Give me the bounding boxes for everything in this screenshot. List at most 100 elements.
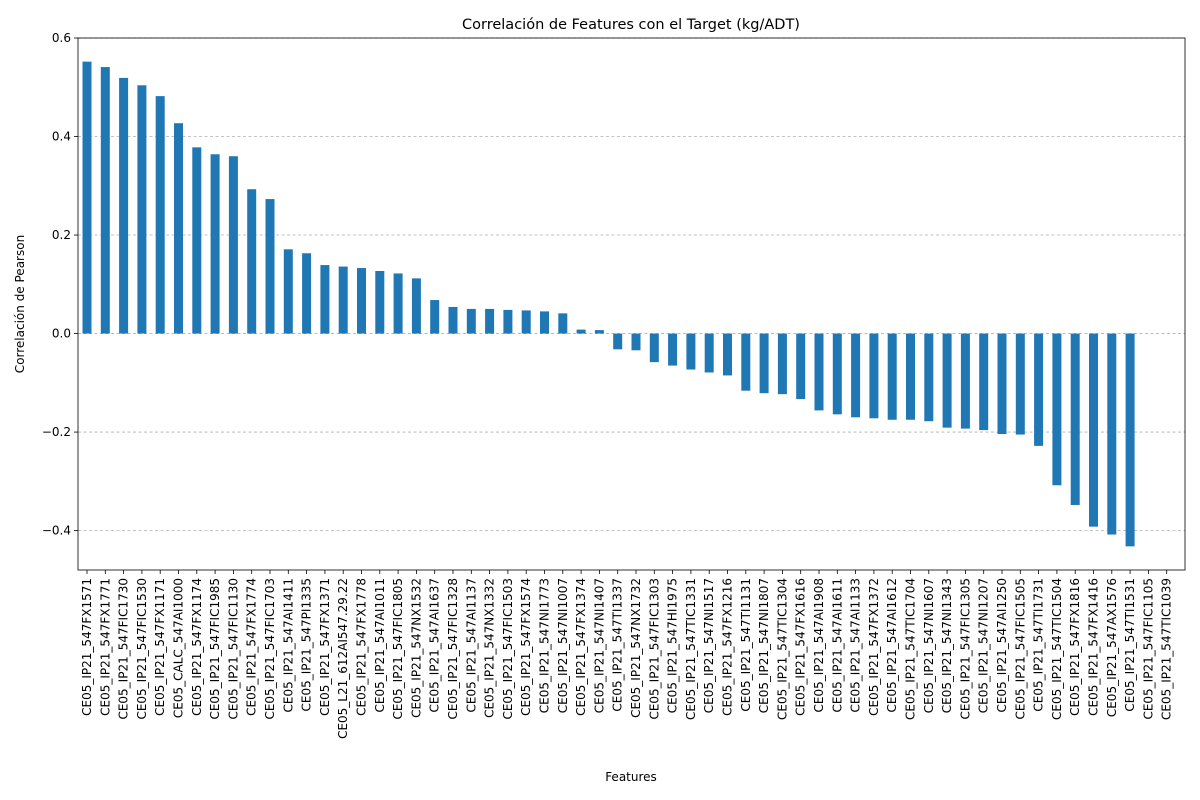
x-tick-label: CE05_IP21_547NI1807 bbox=[757, 578, 771, 713]
bar bbox=[192, 147, 202, 334]
y-tick-label: 0.6 bbox=[52, 31, 71, 45]
bar bbox=[155, 96, 165, 334]
bar bbox=[393, 273, 403, 334]
x-tick-label: CE05_IP21_547FX1616 bbox=[794, 578, 808, 716]
bar bbox=[704, 333, 714, 373]
bar bbox=[796, 333, 806, 400]
bar bbox=[174, 123, 183, 334]
x-tick-label: CE05_IP21_547TI1131 bbox=[739, 578, 753, 712]
x-axis-ticks: CE05_IP21_547FX1571 CE05_IP21_547FX1771 CE… bbox=[80, 570, 1174, 739]
bar bbox=[411, 278, 421, 334]
x-tick-label: CE05_IP21_547AX1576 bbox=[1105, 578, 1119, 717]
x-tick-label: CE05_IP21_547TIC1704 bbox=[904, 578, 918, 720]
x-tick-label: CE05_IP21_547AI1137 bbox=[464, 578, 478, 712]
x-tick-label: CE05_IP21_547FIC1328 bbox=[446, 578, 460, 720]
y-tick-label: −0.2 bbox=[42, 425, 71, 439]
x-tick-label: CE05_IP21_547FIC1305 bbox=[958, 578, 972, 720]
x-tick-label: CE05_IP21_547TIC1304 bbox=[775, 578, 789, 720]
bar bbox=[741, 333, 751, 391]
x-tick-label: CE05_IP21_547FX1416 bbox=[1087, 578, 1101, 716]
bar bbox=[686, 333, 696, 370]
bar bbox=[228, 156, 238, 334]
bar bbox=[1034, 333, 1044, 446]
bar bbox=[814, 333, 824, 411]
bar bbox=[100, 67, 110, 334]
x-tick-label: CE05_CALC_547AI1000 bbox=[172, 578, 186, 718]
bar bbox=[210, 154, 220, 334]
bar bbox=[924, 333, 934, 422]
bar bbox=[832, 333, 842, 415]
bar bbox=[613, 333, 623, 350]
bar bbox=[1107, 333, 1117, 535]
x-tick-label: CE05_IP21_547TIC1504 bbox=[1050, 578, 1064, 720]
bar bbox=[521, 310, 531, 334]
x-tick-label: CE05_IP21_547AI1612 bbox=[885, 578, 899, 712]
x-tick-label: CE05_IP21_547FX1571 bbox=[80, 578, 94, 716]
x-tick-label: CE05_IP21_547AI1908 bbox=[812, 578, 826, 712]
x-tick-label: CE05_IP21_547FX1216 bbox=[721, 578, 735, 716]
x-tick-label: CE05_IP21_547FX1574 bbox=[519, 578, 533, 716]
bar bbox=[668, 333, 678, 366]
x-tick-label: CE05_L21_612AI547.29.22 bbox=[336, 578, 350, 739]
x-tick-label: CE05_IP21_547FIC1730 bbox=[117, 578, 131, 720]
x-tick-label: CE05_IP21_547NI1773 bbox=[538, 578, 552, 713]
x-axis-title: Features bbox=[605, 770, 657, 784]
bar bbox=[247, 189, 257, 334]
y-axis-title: Correlación de Pearson bbox=[13, 235, 27, 373]
x-tick-label: CE05_IP21_547FX1816 bbox=[1068, 578, 1082, 716]
bar bbox=[576, 329, 586, 334]
bar bbox=[302, 253, 312, 334]
bar bbox=[723, 333, 732, 376]
bar bbox=[503, 309, 513, 334]
y-axis-ticks: −0.4 −0.2 0.0 0.2 0.4 0.6 bbox=[42, 31, 78, 538]
bar bbox=[1089, 333, 1098, 527]
y-tick-label: 0.2 bbox=[52, 228, 71, 242]
bar bbox=[448, 306, 458, 334]
x-tick-label: CE05_IP21_547AI1637 bbox=[428, 578, 442, 712]
x-tick-label: CE05_IP21_547NI1517 bbox=[702, 578, 716, 713]
chart-title: Correlación de Features con el Target (k… bbox=[462, 17, 800, 33]
y-tick-label: 0.4 bbox=[52, 130, 71, 144]
x-tick-label: CE05_IP21_547AI1133 bbox=[849, 578, 863, 712]
bars bbox=[82, 61, 1135, 547]
x-tick-label: CE05_IP21_547NX1732 bbox=[629, 578, 643, 718]
x-tick-label: CE05_IP21_547FX1771 bbox=[98, 578, 112, 716]
x-tick-label: CE05_IP21_547AI1011 bbox=[373, 578, 387, 712]
x-tick-label: CE05_IP21_547NX1532 bbox=[409, 578, 423, 718]
bar bbox=[375, 270, 385, 334]
x-tick-label: CE05_IP21_547FIC1503 bbox=[501, 578, 515, 720]
x-tick-label: CE05_IP21_547AI1250 bbox=[995, 578, 1009, 712]
bar bbox=[119, 77, 129, 334]
bar bbox=[137, 85, 147, 334]
bar bbox=[466, 308, 476, 334]
bar bbox=[283, 249, 293, 334]
x-tick-label: CE05_IP21_547FX1171 bbox=[153, 578, 167, 716]
x-tick-label: CE05_IP21_547FX1374 bbox=[574, 578, 588, 716]
x-tick-label: CE05_IP21_547TI1731 bbox=[1032, 578, 1046, 712]
y-tick-label: 0.0 bbox=[52, 327, 71, 341]
x-tick-label: CE05_IP21_547FIC1805 bbox=[391, 578, 405, 720]
bar bbox=[649, 333, 659, 363]
bar bbox=[1070, 333, 1080, 505]
x-tick-label: CE05_IP21_547TIC1039 bbox=[1160, 578, 1174, 720]
bar bbox=[631, 333, 641, 351]
bar bbox=[960, 333, 970, 429]
x-tick-label: CE05_IP21_547NX1332 bbox=[483, 578, 497, 718]
x-tick-label: CE05_IP21_547FIC1105 bbox=[1141, 578, 1155, 720]
x-tick-label: CE05_IP21_547FX1372 bbox=[867, 578, 881, 716]
bar bbox=[320, 265, 330, 334]
bar bbox=[485, 308, 495, 334]
x-tick-label: CE05_IP21_547FIC1130 bbox=[226, 578, 240, 720]
x-tick-label: CE05_IP21_547FIC1505 bbox=[1013, 578, 1027, 720]
x-tick-label: CE05_IP21_547AI1611 bbox=[830, 578, 844, 712]
bar bbox=[777, 333, 787, 395]
bar bbox=[558, 313, 568, 334]
x-tick-label: CE05_IP21_547FIC1703 bbox=[263, 578, 277, 720]
x-tick-label: CE05_IP21_547FX1774 bbox=[245, 578, 259, 716]
bar bbox=[869, 333, 879, 419]
bar bbox=[357, 268, 366, 334]
bar bbox=[759, 333, 769, 394]
x-tick-label: CE05_IP21_547TI1337 bbox=[611, 578, 625, 712]
x-tick-label: CE05_IP21_547TIC1331 bbox=[684, 578, 698, 720]
